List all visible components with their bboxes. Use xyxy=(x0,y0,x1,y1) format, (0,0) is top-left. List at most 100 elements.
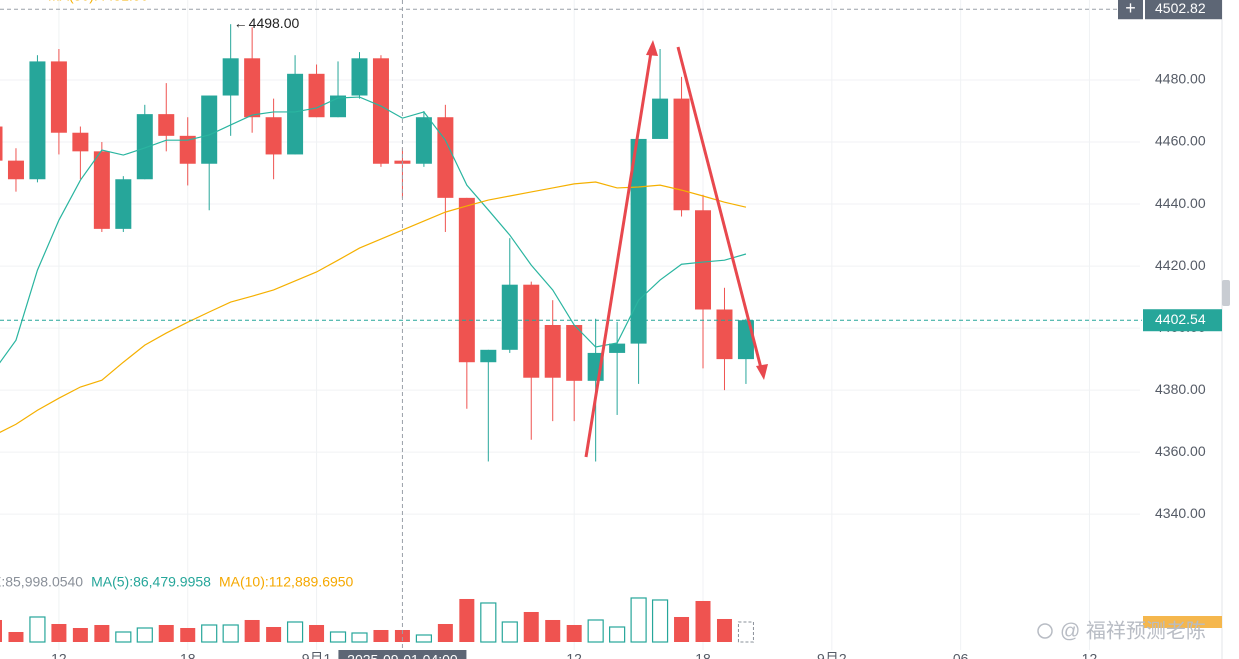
volume-legend: MA(5):86,479.9958 xyxy=(91,574,211,590)
volume-bar xyxy=(0,619,2,642)
candle-body xyxy=(372,58,389,164)
candle-body xyxy=(136,114,153,180)
arrow-down xyxy=(676,46,768,380)
volume-bar xyxy=(94,624,110,642)
volume-bar xyxy=(244,619,260,642)
candle-body xyxy=(716,309,733,360)
candle-body xyxy=(480,349,497,363)
candle-body xyxy=(201,95,218,164)
crosshair-price-box xyxy=(1145,0,1222,20)
volume-bar xyxy=(201,624,218,643)
volume-bar xyxy=(115,631,132,643)
x-tick-label: 9月2 xyxy=(817,651,847,659)
volume-bar xyxy=(8,631,24,642)
volume-bar xyxy=(180,627,196,642)
y-tick-label: 4440.00 xyxy=(1155,195,1206,211)
arrow-up xyxy=(584,40,658,458)
crosshair-plus: + xyxy=(1125,0,1136,18)
candle-body xyxy=(566,325,583,381)
volume-bar xyxy=(459,598,475,642)
y-tick-label: 4420.00 xyxy=(1155,257,1206,273)
crosshair-plus-box xyxy=(1118,0,1143,20)
crosshair-price: 4502.82 xyxy=(1155,0,1206,16)
volume-bar xyxy=(545,619,561,642)
volume-bar xyxy=(136,627,153,643)
candle-body xyxy=(93,151,110,229)
x-tick-label: 06 xyxy=(953,651,969,659)
volume-bar xyxy=(674,616,690,642)
watermark: @ 福祥预测老陈 xyxy=(1060,619,1206,642)
candle-body xyxy=(50,61,67,133)
y-tick-label: 4460.00 xyxy=(1155,133,1206,149)
candle-body xyxy=(673,98,690,211)
y-tick-label: 4340.00 xyxy=(1155,505,1206,521)
scroll-handle[interactable] xyxy=(1222,280,1230,306)
candle-body xyxy=(222,58,239,96)
volume-bar xyxy=(609,626,626,643)
candle-body xyxy=(330,95,347,118)
volume-legend: MA(10):112,889.6950 xyxy=(219,574,354,590)
candle-body xyxy=(179,135,196,164)
candle-body xyxy=(158,114,175,136)
candle-body xyxy=(351,58,368,96)
volume-bar xyxy=(630,597,647,643)
candle-body xyxy=(544,325,561,378)
volume-bar xyxy=(587,619,604,643)
x-tick-label: 9月1 xyxy=(302,651,332,659)
volume-bar xyxy=(158,624,174,642)
volume-bar xyxy=(566,624,582,642)
volume-bar xyxy=(523,611,539,642)
candle-body xyxy=(72,132,89,152)
volume-bar xyxy=(437,623,453,642)
volume-bar xyxy=(51,623,67,642)
candle-body xyxy=(415,117,432,164)
ma-legend: MA(30):4431.90 xyxy=(48,0,149,4)
volume-bar xyxy=(266,626,282,642)
last-price: 4402.54 xyxy=(1155,311,1206,327)
candle-body xyxy=(244,58,261,118)
y-tick-label: 4480.00 xyxy=(1155,71,1206,87)
candle-body xyxy=(630,138,647,344)
volume-bar xyxy=(329,631,347,643)
last-price-box xyxy=(1143,309,1222,332)
x-tick-label: 12 xyxy=(51,651,67,659)
volume-bar xyxy=(415,634,432,643)
y-tick-label: 4380.00 xyxy=(1155,381,1206,397)
volume-bar xyxy=(29,616,46,643)
volume-bar xyxy=(716,618,732,642)
volume-bar xyxy=(72,627,88,642)
crosshair-time-box xyxy=(338,650,467,659)
volume-bar xyxy=(309,624,325,642)
volume-axis-box xyxy=(1143,616,1222,628)
y-tick-label: 4360.00 xyxy=(1155,443,1206,459)
candle-body xyxy=(609,343,626,353)
candle-body xyxy=(7,160,24,180)
ma-line xyxy=(0,181,747,433)
candle-body xyxy=(287,73,304,155)
candle-body xyxy=(458,197,475,363)
candle-body xyxy=(308,73,325,118)
high-label: 4498.00 xyxy=(249,15,300,31)
candle-body xyxy=(29,61,46,180)
volume-bar xyxy=(286,621,304,643)
volume-bar xyxy=(222,624,239,643)
x-tick-label: 18 xyxy=(180,651,196,659)
volume-bar xyxy=(737,621,754,643)
volume-bar xyxy=(695,600,711,642)
candle-body xyxy=(437,117,454,198)
candle-body xyxy=(652,98,669,139)
plot xyxy=(0,24,754,643)
volume-bar xyxy=(351,632,368,643)
high-arrow: ← xyxy=(234,15,248,31)
x-tick-label: 12 xyxy=(1082,651,1098,659)
candle-body xyxy=(523,284,540,378)
ma-line xyxy=(0,96,747,364)
volume-bar xyxy=(373,629,389,642)
candle-body xyxy=(695,210,712,310)
candle-body xyxy=(0,126,3,161)
candle-body xyxy=(265,117,282,155)
crosshair-time: 2025-09-01 04:00 xyxy=(347,652,458,659)
candle-body xyxy=(501,284,518,350)
